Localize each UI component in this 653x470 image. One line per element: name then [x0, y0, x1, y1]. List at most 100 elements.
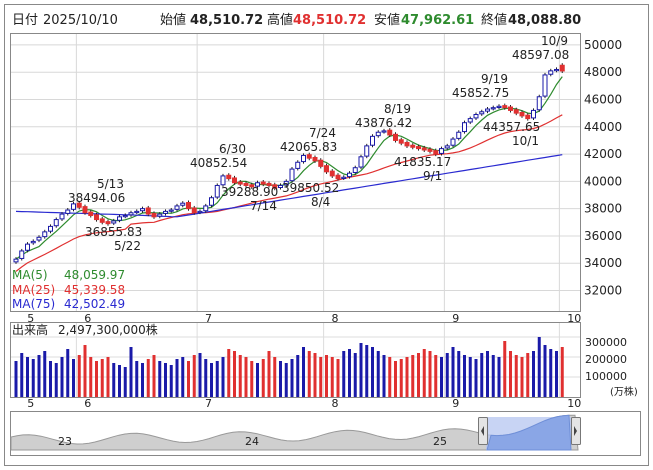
- volume-grid: [11, 323, 580, 397]
- volume-bar: [560, 347, 564, 397]
- candle: [168, 207, 174, 213]
- volume-bar: [66, 349, 70, 397]
- volume-bar: [83, 345, 87, 397]
- candle: [548, 68, 554, 77]
- volume-y-axis: 300000 200000 100000 (万株): [585, 336, 638, 398]
- candle: [502, 103, 508, 110]
- moving-average-lines: [15, 76, 563, 272]
- candle-body: [439, 148, 444, 154]
- candle-body: [324, 165, 329, 173]
- volume-bar: [198, 353, 202, 397]
- annotation-date-5/22: 5/22: [114, 239, 141, 253]
- volume-unit: (万株): [610, 385, 638, 398]
- volume-value: 2,497,300,000株: [58, 322, 158, 337]
- candle-body: [456, 131, 462, 139]
- candle-body: [375, 131, 381, 137]
- open-value: 48,510.72: [190, 13, 263, 28]
- volume-bar: [100, 359, 104, 397]
- navigator-padding: [587, 417, 639, 450]
- candle: [439, 146, 444, 156]
- candle-body: [444, 145, 450, 149]
- volume-bar: [399, 359, 403, 397]
- price-tick-34000: 34000: [584, 256, 622, 270]
- volume-bar: [141, 363, 144, 397]
- candle: [421, 145, 427, 153]
- candle: [433, 148, 439, 157]
- volume-bar: [411, 355, 415, 397]
- candle-body: [226, 174, 232, 180]
- candle: [203, 203, 209, 213]
- navigator-right-handle[interactable]: [571, 417, 581, 445]
- volume-bar: [382, 355, 386, 397]
- annotation-value-10/9: 48597.08: [512, 48, 569, 62]
- volume-bar: [146, 359, 150, 397]
- candle: [180, 201, 186, 208]
- volume-bar: [106, 357, 110, 397]
- candle: [301, 153, 306, 164]
- candle: [295, 160, 301, 171]
- candle-body: [473, 114, 479, 119]
- price-tick-46000: 46000: [584, 92, 622, 106]
- candle-body: [295, 161, 301, 169]
- candle-body: [502, 105, 508, 109]
- volume-bar: [273, 357, 277, 397]
- candle: [59, 212, 65, 221]
- month-label-7-volume: 7: [205, 397, 212, 410]
- candle-body: [203, 205, 209, 212]
- candle: [140, 206, 145, 213]
- candle: [289, 167, 295, 183]
- candle-body: [140, 208, 145, 212]
- annotation-date-8/19: 8/19: [384, 102, 411, 116]
- candle-body: [381, 130, 387, 133]
- candle: [249, 182, 255, 189]
- navigator-left-handle[interactable]: [478, 417, 488, 445]
- volume-bar: [279, 361, 282, 397]
- candle: [352, 165, 358, 175]
- price-tick-32000: 32000: [584, 284, 622, 298]
- annotation-value-7/24: 42065.83: [280, 140, 337, 154]
- candle-body: [548, 70, 554, 75]
- volume-bar: [123, 367, 127, 397]
- candle: [375, 130, 381, 138]
- volume-bar: [428, 351, 432, 397]
- candle: [513, 107, 519, 116]
- ma75-value: 42,502.49: [64, 297, 125, 311]
- chevron-left-icon: [481, 426, 484, 436]
- candle: [318, 158, 324, 169]
- volume-bar: [244, 357, 248, 397]
- ma5-label: MA(5): [12, 268, 48, 282]
- candle-body: [82, 206, 88, 214]
- volume-panel: [10, 322, 581, 398]
- candlesticks: [13, 63, 565, 264]
- annotation-value-10/1: 44357.65: [483, 120, 540, 134]
- candle-body: [180, 202, 186, 206]
- candle-body: [13, 258, 19, 263]
- candle-body: [352, 167, 358, 173]
- annotation-value-6/30: 40852.54: [190, 156, 247, 170]
- volume-bar: [158, 361, 162, 397]
- candle-body: [329, 170, 335, 177]
- volume-bar: [152, 355, 156, 397]
- candle-body: [105, 221, 111, 225]
- candle: [260, 180, 266, 187]
- candle: [456, 130, 462, 141]
- candle: [278, 183, 283, 190]
- annotation-date-6/30: 6/30: [219, 142, 246, 156]
- volume-bar: [434, 355, 438, 397]
- candle-body: [404, 141, 410, 147]
- volume-bar: [129, 347, 133, 397]
- candle: [542, 72, 548, 99]
- candle-body: [266, 182, 272, 186]
- candle: [462, 120, 467, 134]
- annotation-value-9/19: 45852.75: [452, 86, 509, 100]
- month-label-9-price: 9: [452, 312, 459, 325]
- candle: [358, 154, 364, 170]
- candle-body: [30, 240, 36, 244]
- annotation-date-5/13: 5/13: [97, 177, 124, 191]
- candle-body: [427, 148, 433, 152]
- volume-bar: [422, 349, 426, 397]
- month-label-5-price: 5: [27, 312, 34, 325]
- candle: [312, 155, 318, 163]
- candle: [88, 210, 94, 218]
